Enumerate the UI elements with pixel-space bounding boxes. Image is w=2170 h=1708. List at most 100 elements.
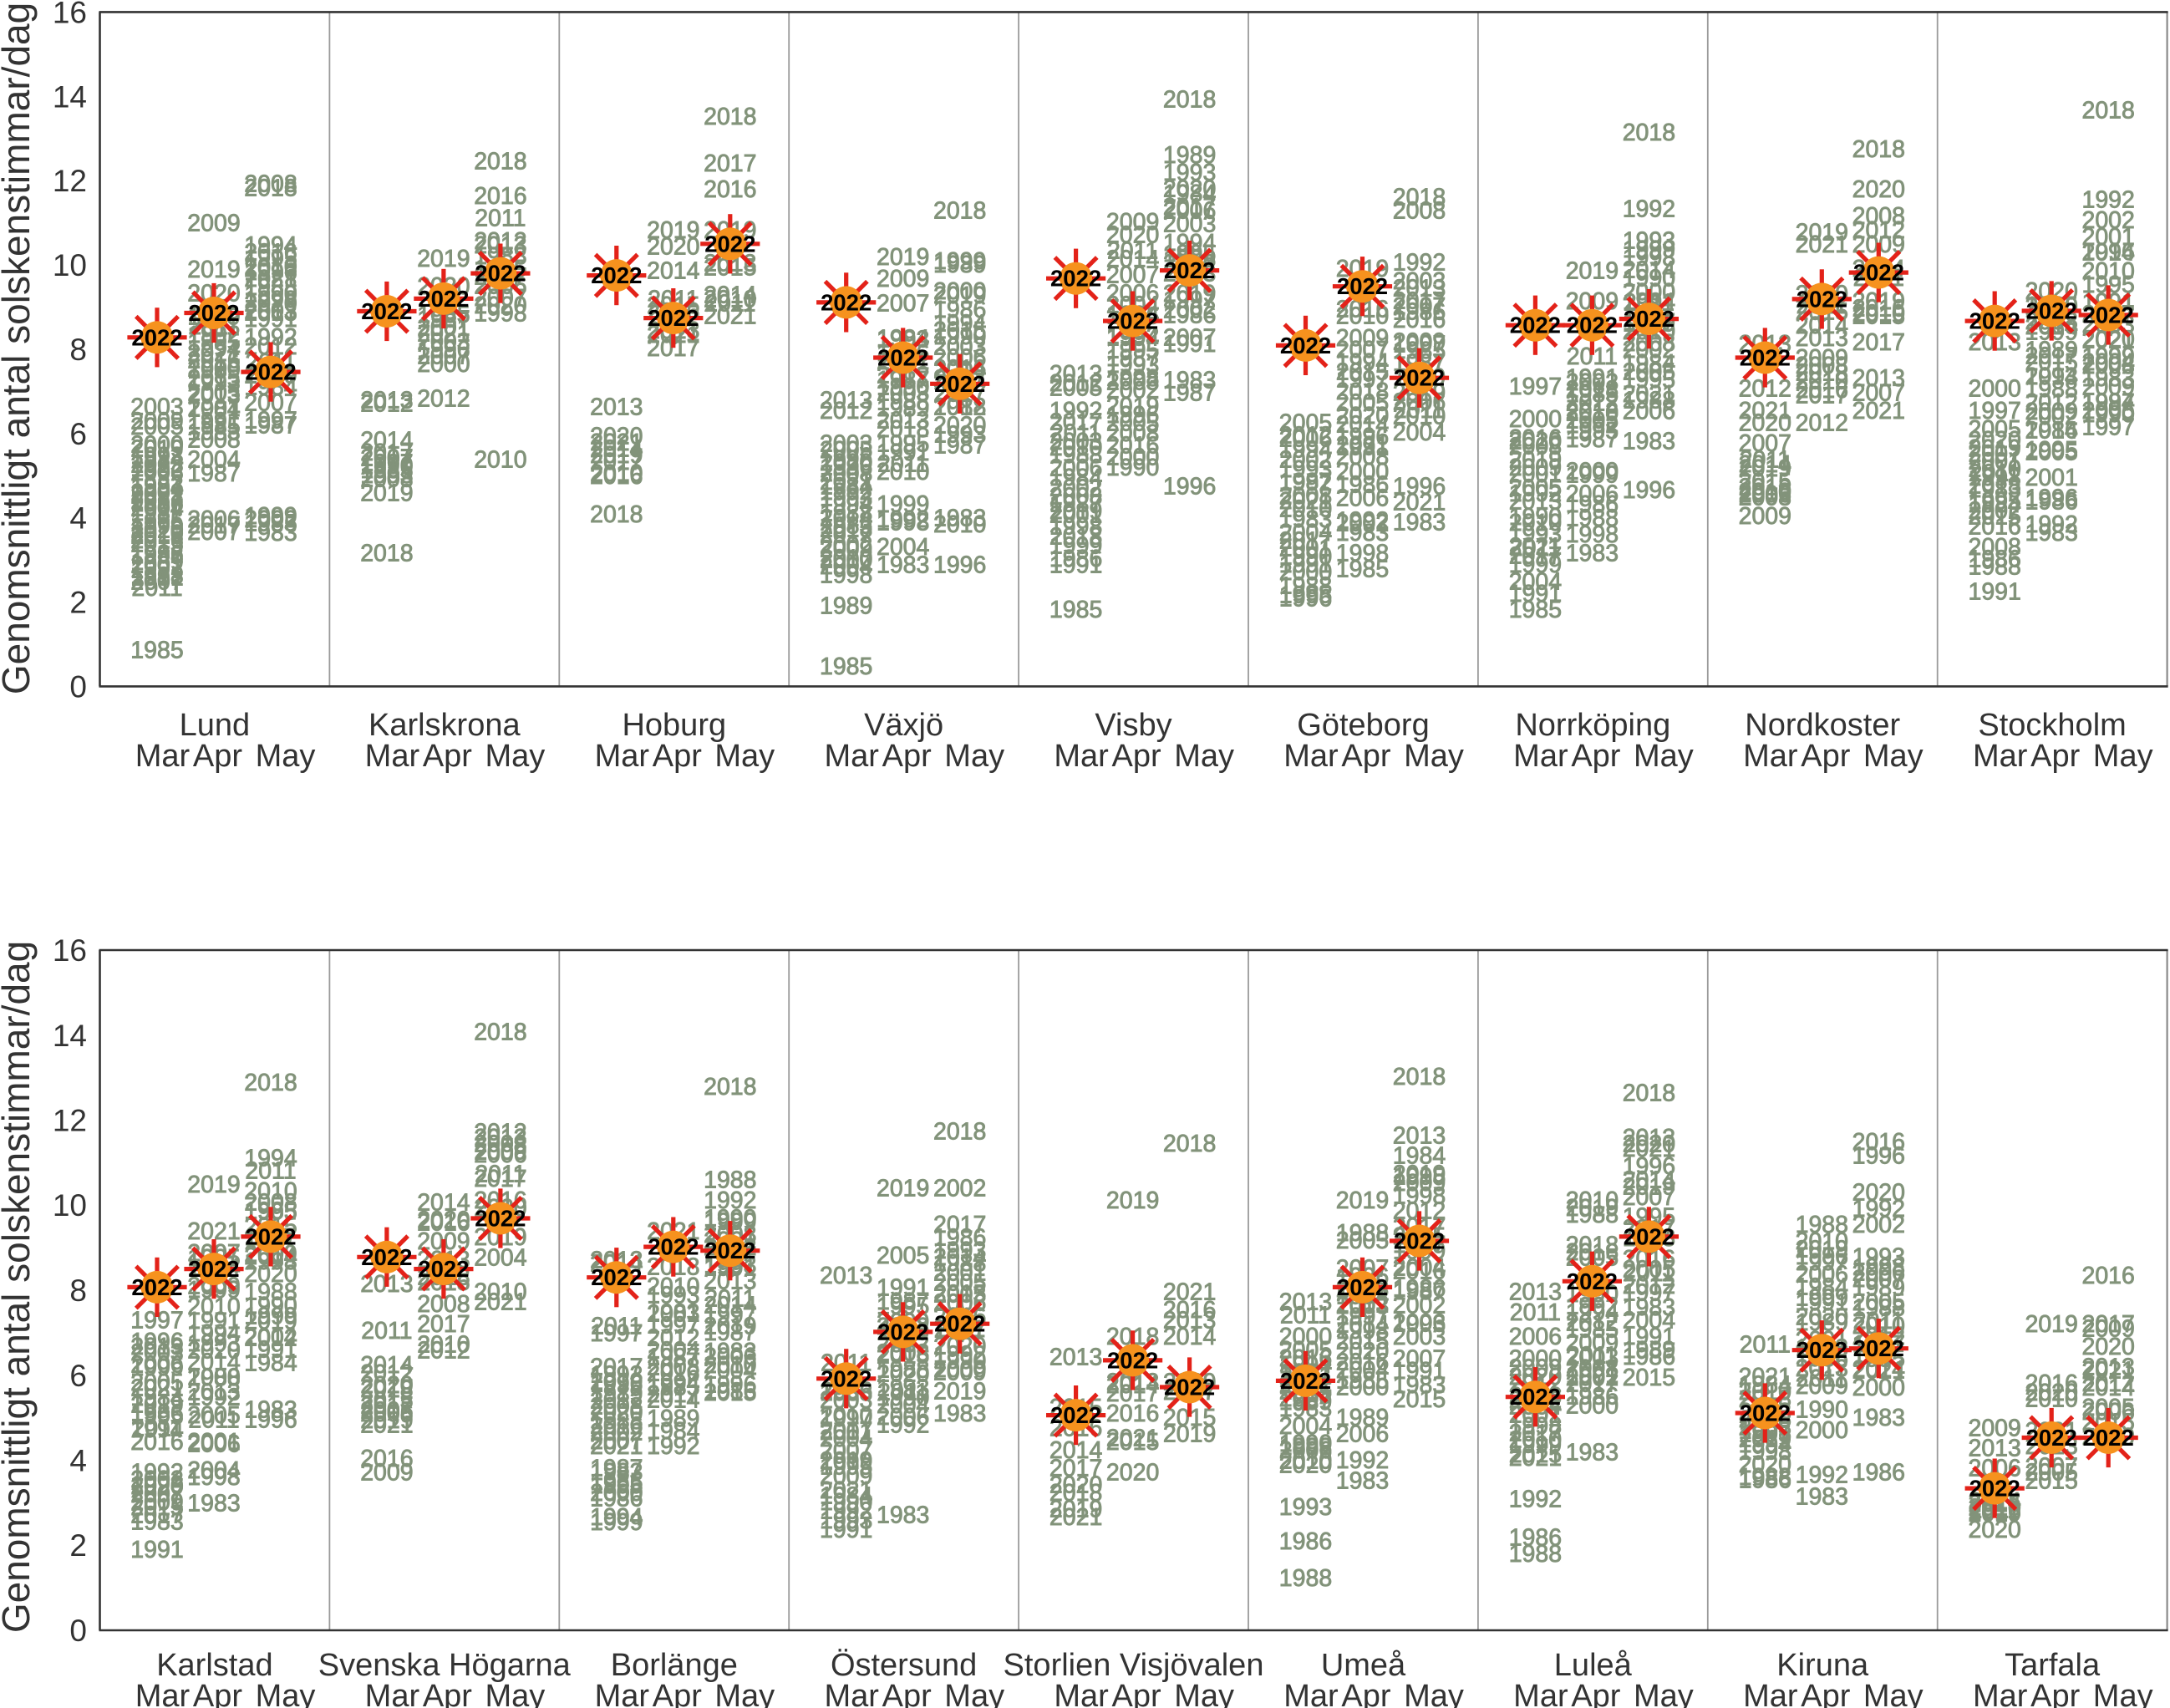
svg-text:2013: 2013 [1796, 325, 1848, 352]
svg-text:2009: 2009 [1796, 1373, 1848, 1400]
svg-text:1994: 1994 [1336, 349, 1390, 376]
svg-text:2022: 2022 [1740, 345, 1791, 371]
svg-text:1994: 1994 [130, 1416, 184, 1443]
svg-text:2018: 2018 [1163, 86, 1216, 113]
svg-text:Apr: Apr [1341, 1679, 1390, 1708]
svg-text:2020: 2020 [1279, 1452, 1332, 1479]
svg-text:2009: 2009 [187, 211, 240, 237]
svg-text:2018: 2018 [1336, 379, 1389, 405]
svg-text:1987: 1987 [1049, 491, 1102, 518]
svg-text:2020: 2020 [1163, 176, 1216, 203]
svg-text:2005: 2005 [1509, 475, 1562, 501]
svg-text:May: May [714, 1679, 775, 1708]
svg-text:2013: 2013 [1393, 276, 1446, 302]
svg-text:1993: 1993 [1106, 352, 1159, 379]
svg-text:2003: 2003 [417, 328, 470, 355]
svg-text:2017: 2017 [2081, 1311, 2134, 1338]
svg-text:1995: 1995 [590, 1472, 643, 1499]
svg-text:2019: 2019 [1566, 1195, 1619, 1222]
svg-text:May: May [485, 739, 546, 774]
svg-text:Mar: Mar [1283, 1679, 1339, 1708]
svg-text:1997: 1997 [244, 408, 297, 435]
svg-text:1990: 1990 [1106, 455, 1159, 481]
svg-text:1997: 1997 [1393, 331, 1446, 358]
svg-text:2001: 2001 [187, 395, 240, 422]
svg-text:2018: 2018 [474, 148, 526, 175]
svg-text:1988: 1988 [1796, 1212, 1848, 1238]
svg-text:1986: 1986 [1852, 1460, 1905, 1487]
svg-text:2011: 2011 [1280, 1303, 1331, 1329]
svg-text:2000: 2000 [1566, 1392, 1619, 1419]
svg-text:2020: 2020 [877, 1361, 929, 1388]
svg-text:2014: 2014 [1739, 451, 1792, 478]
svg-text:2012: 2012 [360, 1360, 413, 1387]
svg-text:2017: 2017 [647, 335, 699, 362]
svg-text:2009: 2009 [1509, 455, 1562, 481]
svg-text:1989: 1989 [1623, 1337, 1675, 1364]
svg-text:2013: 2013 [1279, 1289, 1332, 1316]
svg-text:2013: 2013 [1852, 365, 1905, 392]
svg-text:1993: 1993 [1279, 456, 1332, 483]
svg-text:1987: 1987 [1566, 426, 1619, 453]
svg-text:2019: 2019 [187, 1172, 240, 1198]
svg-text:1996: 1996 [933, 552, 986, 579]
svg-text:1996: 1996 [1623, 1153, 1675, 1180]
svg-text:Mar: Mar [1513, 1679, 1568, 1708]
svg-text:1993: 1993 [590, 1362, 643, 1389]
svg-text:1995: 1995 [2025, 437, 2077, 464]
svg-text:1983: 1983 [1336, 520, 1389, 546]
svg-text:1990: 1990 [1279, 1431, 1332, 1457]
svg-text:2013: 2013 [2081, 1355, 2134, 1381]
svg-text:2001: 2001 [187, 1429, 240, 1456]
svg-text:1999: 1999 [877, 491, 929, 518]
svg-text:2010: 2010 [1566, 1187, 1619, 1214]
svg-text:1983: 1983 [2081, 365, 2134, 392]
svg-text:2000: 2000 [1566, 459, 1619, 485]
svg-text:1998: 1998 [820, 562, 872, 588]
svg-text:2002: 2002 [1279, 447, 1332, 474]
svg-text:2006: 2006 [187, 1431, 240, 1458]
svg-text:1995: 1995 [1623, 367, 1675, 394]
svg-text:1983: 1983 [820, 512, 872, 539]
svg-text:2020: 2020 [1509, 428, 1562, 455]
svg-text:2010: 2010 [704, 286, 756, 313]
svg-text:2002: 2002 [1106, 378, 1159, 404]
svg-text:1984: 1984 [2025, 418, 2078, 445]
svg-text:2020: 2020 [1336, 403, 1389, 430]
svg-text:2020: 2020 [1336, 1338, 1389, 1365]
svg-text:2012: 2012 [417, 385, 470, 412]
svg-text:2015: 2015 [2025, 349, 2077, 376]
svg-text:Mar: Mar [824, 739, 879, 774]
svg-text:2000: 2000 [1106, 444, 1159, 470]
svg-text:2016: 2016 [1106, 1400, 1159, 1427]
svg-text:1988: 1988 [1049, 442, 1102, 469]
svg-text:2003: 2003 [1163, 211, 1216, 238]
svg-text:2011: 2011 [131, 575, 182, 602]
svg-text:1985: 1985 [244, 511, 297, 537]
svg-text:2003: 2003 [1566, 1345, 1619, 1371]
svg-text:1992: 1992 [877, 1411, 929, 1438]
svg-text:2022: 2022 [1050, 266, 1101, 292]
svg-text:2010: 2010 [474, 1279, 526, 1306]
svg-text:1989: 1989 [1336, 1405, 1389, 1431]
svg-text:2002: 2002 [1336, 511, 1389, 537]
svg-text:Mar: Mar [1973, 739, 2028, 774]
svg-text:1997: 1997 [1623, 1280, 1675, 1307]
svg-text:2021: 2021 [1393, 490, 1446, 516]
svg-text:2011: 2011 [131, 1416, 182, 1442]
svg-text:2007: 2007 [877, 290, 929, 317]
svg-text:1996: 1996 [417, 337, 470, 363]
svg-text:2002: 2002 [1163, 297, 1216, 324]
svg-text:1983: 1983 [647, 1300, 699, 1327]
svg-text:2015: 2015 [1852, 303, 1905, 330]
svg-text:1993: 1993 [1968, 465, 2020, 491]
svg-text:2019: 2019 [1106, 1187, 1159, 1214]
svg-text:2019: 2019 [130, 1392, 183, 1419]
svg-text:2014: 2014 [187, 1350, 241, 1376]
svg-text:2016: 2016 [1336, 1350, 1389, 1376]
svg-text:2020: 2020 [1796, 1304, 1848, 1331]
svg-text:1992: 1992 [820, 479, 872, 506]
svg-text:2015: 2015 [1106, 1429, 1159, 1456]
svg-text:1989: 1989 [877, 395, 929, 422]
svg-text:1991: 1991 [1336, 435, 1389, 461]
